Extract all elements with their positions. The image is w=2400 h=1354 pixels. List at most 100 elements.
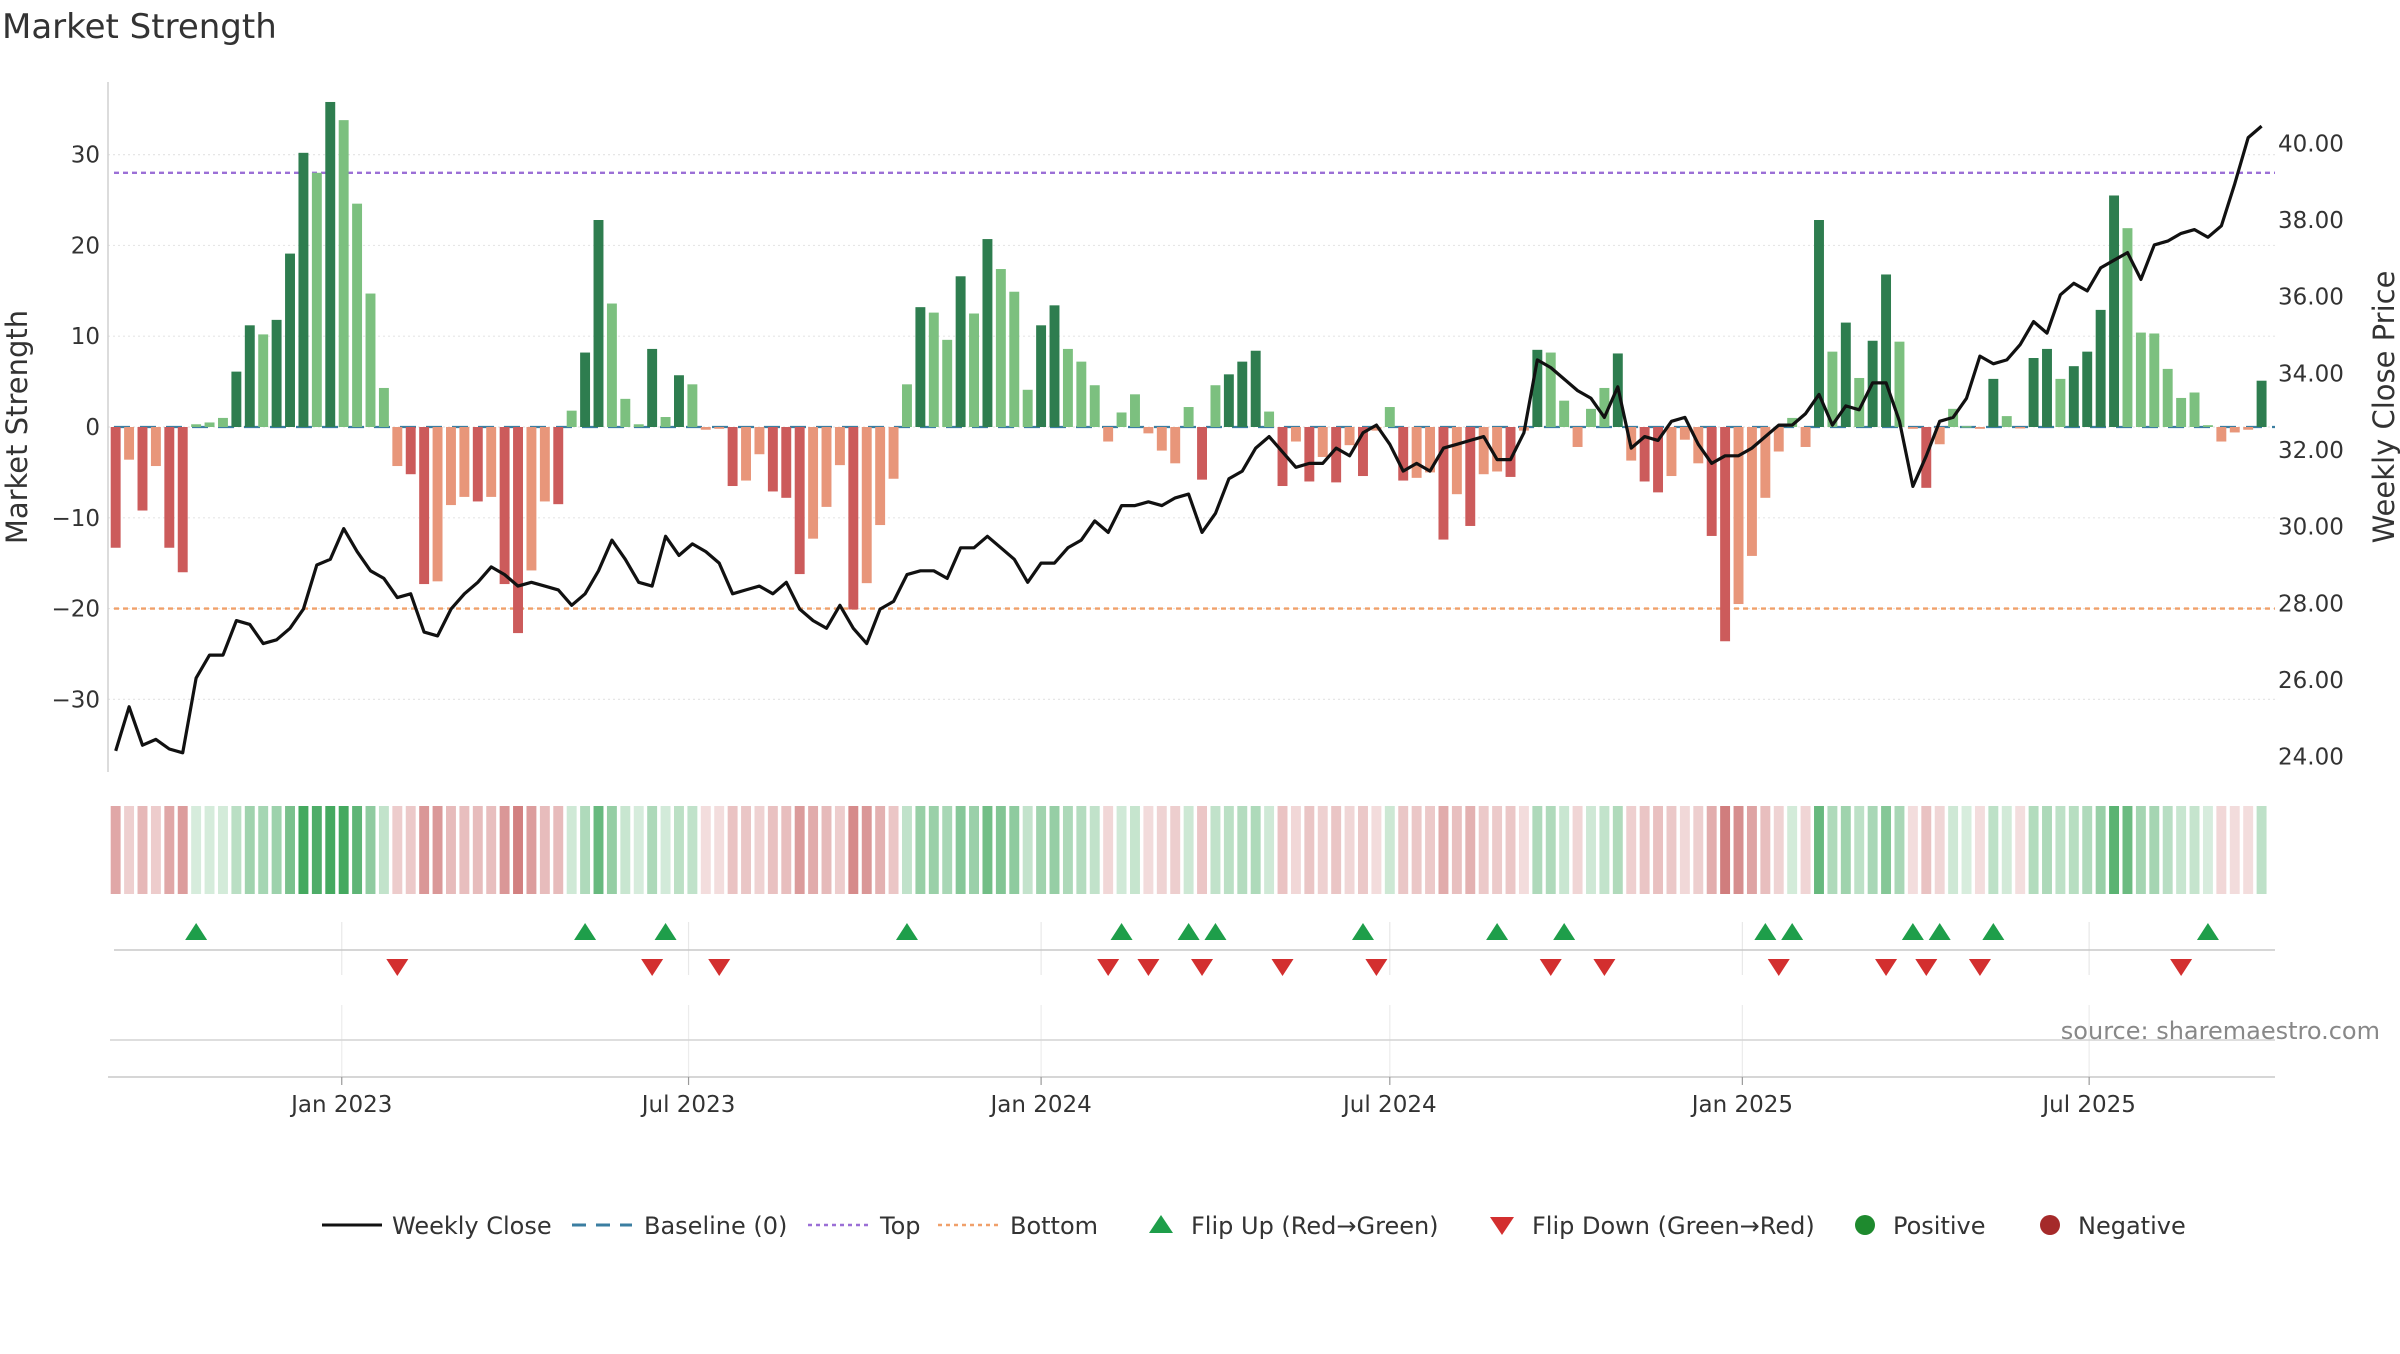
weekly-close-line	[114, 124, 2263, 755]
heat-cell	[2095, 806, 2106, 894]
strength-bar	[2122, 228, 2133, 427]
strength-bar	[687, 384, 698, 427]
strength-bar	[861, 427, 872, 584]
strength-bar	[1961, 426, 1972, 428]
strength-bar	[285, 253, 295, 427]
flip-down-marker	[386, 959, 409, 976]
strength-bar	[741, 427, 751, 481]
flip-down-marker	[1915, 959, 1938, 976]
strength-bar	[1854, 377, 1865, 427]
strength-bar	[1974, 427, 1985, 429]
strength-bar	[1290, 427, 1301, 442]
strength-bar	[2256, 380, 2267, 427]
heat-cell	[1653, 806, 1664, 894]
heat-cell	[1773, 806, 1784, 894]
right-tick-label: 32.00	[2278, 438, 2344, 464]
strength-bar	[378, 387, 389, 427]
flip-up-marker	[1754, 923, 1777, 940]
heat-cell	[1451, 806, 1462, 894]
heat-cell	[674, 806, 684, 894]
heat-cell	[580, 806, 591, 894]
strength-bar	[1545, 352, 1556, 427]
heat-cell	[1304, 806, 1315, 894]
strength-bar	[1062, 348, 1073, 427]
heat-cell	[338, 806, 349, 894]
strength-bar	[124, 427, 135, 460]
heat-cell	[2109, 806, 2120, 894]
heat-cell	[1827, 806, 1838, 894]
heat-cell	[2189, 806, 2200, 894]
legend-label: Weekly Close	[392, 1212, 552, 1240]
strength-bar	[365, 293, 376, 427]
strength-bar	[1223, 374, 1234, 427]
strength-bar	[472, 427, 483, 502]
strength-bar	[1720, 427, 1731, 642]
heat-cell	[285, 806, 295, 894]
strength-bar	[1532, 349, 1543, 427]
left-tick-label: −20	[51, 597, 100, 623]
strength-bar	[1237, 361, 1248, 427]
heat-cell	[1706, 806, 1717, 894]
strength-bar	[1733, 427, 1744, 605]
legend-label: Baseline (0)	[644, 1212, 787, 1240]
strength-bar	[2109, 195, 2120, 427]
heat-cell	[861, 806, 872, 894]
strength-bar	[1934, 427, 1945, 445]
flip-down-marker	[1137, 959, 1160, 976]
legend-label: Flip Up (Red→Green)	[1191, 1212, 1439, 1240]
heat-cell	[137, 806, 148, 894]
flip-up-marker	[1351, 923, 1374, 940]
heat-cell	[754, 806, 765, 894]
strength-bar	[244, 325, 255, 427]
heat-cell	[1277, 806, 1288, 894]
strength-bar	[1827, 351, 1838, 427]
heat-cell	[1733, 806, 1744, 894]
heat-cell	[244, 806, 255, 894]
strength-bar	[794, 427, 805, 575]
heat-cell	[1438, 806, 1449, 894]
flip-up-marker	[654, 923, 677, 940]
strength-bar	[2015, 427, 2026, 429]
flip-up-marker	[1928, 923, 1951, 940]
strength-bar	[2243, 427, 2254, 430]
heat-cell	[606, 806, 617, 894]
strength-bar	[325, 101, 336, 427]
strength-bar	[338, 120, 349, 427]
flip-up-marker	[185, 923, 208, 940]
flip-down-marker	[1097, 959, 1120, 976]
strength-bar	[1787, 417, 1798, 427]
heat-cell	[472, 806, 483, 894]
heat-cell	[1264, 806, 1275, 894]
flip-down-marker	[2170, 959, 2193, 976]
strength-bar	[177, 427, 188, 573]
right-tick-label: 34.00	[2278, 361, 2344, 387]
strength-bar	[2042, 348, 2052, 427]
flip-up-marker	[1110, 923, 1133, 940]
heat-cell	[311, 806, 322, 894]
flip-down-marker	[641, 959, 664, 976]
strength-bar	[2162, 368, 2173, 427]
strength-bar	[1371, 427, 1382, 431]
heat-cell	[1478, 806, 1489, 894]
strength-bar	[1170, 427, 1181, 464]
heat-cell	[2149, 806, 2160, 894]
flip-up-marker	[2196, 923, 2219, 940]
strength-bars	[110, 101, 2267, 642]
heat-cell	[1760, 806, 1771, 894]
strength-bar	[674, 375, 684, 427]
strength-bar	[2068, 366, 2079, 427]
left-tick-label: −30	[51, 687, 100, 713]
heat-cell	[365, 806, 376, 894]
heat-cell	[687, 806, 698, 894]
legend-item: Positive	[1855, 1212, 1986, 1240]
strength-bar	[1840, 322, 1851, 427]
heat-cell	[2015, 806, 2026, 894]
heat-cell	[794, 806, 805, 894]
strength-bar	[714, 427, 725, 429]
heat-cell	[1881, 806, 1892, 894]
strength-bar	[808, 427, 819, 539]
heat-cell	[513, 806, 523, 894]
flip-down-marker	[1271, 959, 1294, 976]
x-tick-label: Jul 2025	[2040, 1092, 2136, 1118]
left-tick-label: 30	[71, 143, 100, 169]
